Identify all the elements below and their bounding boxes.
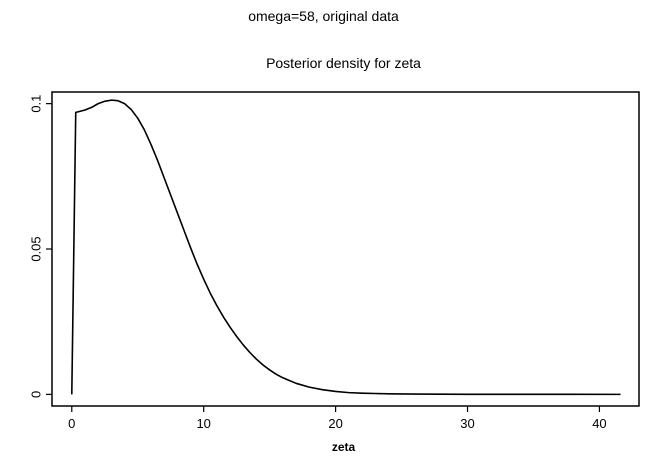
x-tick-label: 30 (460, 416, 474, 431)
figure-suptitle: omega=58, original data (248, 8, 399, 24)
y-tick-label: 0 (29, 391, 44, 398)
x-tick-label: 10 (196, 416, 210, 431)
x-tick-label: 20 (328, 416, 342, 431)
plot-frame (51, 91, 640, 407)
y-tick-label: 0.1 (29, 95, 44, 113)
x-tick-label: 0 (68, 416, 75, 431)
chart-title: Posterior density for zeta (266, 55, 421, 71)
density-line (70, 99, 621, 396)
y-tick-label: 0.05 (29, 236, 44, 261)
x-axis: 0 10 20 30 40 (68, 406, 607, 431)
x-axis-label: zeta (331, 440, 356, 454)
y-axis: 0 0.05 0.1 (29, 95, 52, 398)
x-tick-label: 40 (592, 416, 606, 431)
